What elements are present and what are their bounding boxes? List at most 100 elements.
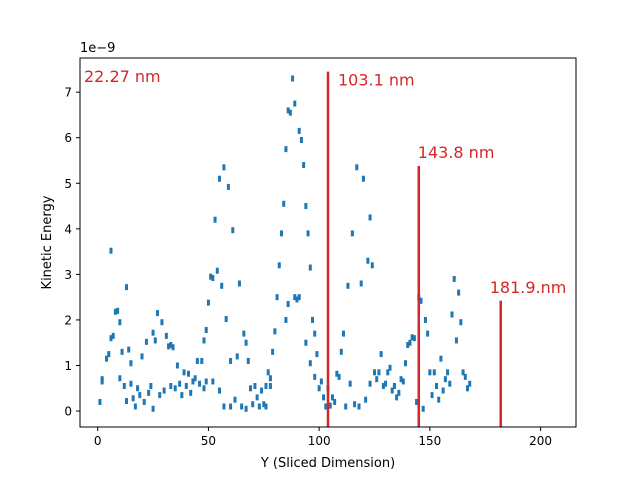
- data-point: [463, 373, 467, 380]
- data-point: [151, 329, 155, 336]
- data-point: [127, 346, 131, 353]
- data-point: [397, 389, 401, 396]
- data-point: [435, 383, 438, 389]
- data-point: [220, 282, 224, 289]
- data-point: [452, 275, 456, 282]
- data-point: [113, 308, 117, 315]
- data-point: [410, 334, 414, 341]
- data-point: [348, 380, 352, 387]
- data-point: [169, 342, 173, 348]
- data-point: [426, 330, 430, 337]
- y-tick-label: 4: [64, 222, 72, 236]
- data-point: [439, 355, 443, 362]
- data-point: [162, 387, 166, 394]
- data-point: [304, 339, 308, 346]
- data-point: [430, 392, 434, 399]
- data-point: [399, 376, 403, 383]
- data-point: [282, 200, 286, 207]
- data-point: [195, 357, 199, 364]
- data-point: [266, 369, 270, 376]
- data-point: [222, 164, 226, 171]
- y-exponent-label: 1e−9: [80, 41, 115, 56]
- data-point: [275, 294, 279, 301]
- data-point: [158, 392, 162, 399]
- data-point: [120, 348, 124, 355]
- data-point: [206, 299, 210, 306]
- data-point: [151, 405, 155, 412]
- data-point: [164, 332, 168, 339]
- data-point: [268, 383, 272, 389]
- data-point: [125, 284, 128, 291]
- data-point: [297, 294, 301, 301]
- data-point: [226, 183, 230, 190]
- data-point: [286, 107, 290, 114]
- data-point: [337, 373, 341, 380]
- data-point: [364, 396, 368, 403]
- x-tick-label: 0: [94, 434, 102, 448]
- data-point: [244, 405, 248, 412]
- data-point: [339, 348, 343, 355]
- data-point: [299, 137, 303, 143]
- data-point: [180, 392, 184, 399]
- data-point: [264, 383, 268, 389]
- data-point: [454, 337, 458, 344]
- peak-annotation-label: 181.9.nm: [490, 278, 567, 297]
- data-point: [284, 316, 288, 323]
- data-point: [222, 403, 226, 410]
- data-point: [107, 351, 111, 358]
- data-points: [98, 75, 472, 412]
- y-tick-label: 0: [64, 405, 72, 419]
- data-point: [233, 396, 237, 403]
- data-point: [144, 338, 148, 345]
- peak-annotation-label: 22.27 nm: [84, 67, 161, 86]
- data-point: [379, 351, 383, 358]
- data-point: [251, 401, 255, 408]
- data-point: [450, 311, 454, 318]
- data-point: [308, 264, 312, 271]
- data-point: [187, 370, 190, 377]
- data-point: [153, 337, 157, 344]
- data-point: [357, 403, 361, 410]
- data-point: [448, 380, 452, 387]
- data-point: [175, 362, 179, 369]
- data-point: [461, 369, 465, 376]
- peak-annotation-label: 103.1 nm: [338, 71, 415, 90]
- data-point: [271, 348, 275, 355]
- y-tick-label: 3: [64, 268, 72, 282]
- data-point: [133, 403, 137, 410]
- data-point: [415, 398, 419, 405]
- data-point: [306, 230, 310, 237]
- data-point: [229, 403, 233, 410]
- data-point: [264, 403, 268, 410]
- y-tick-label: 7: [64, 86, 72, 100]
- data-point: [109, 335, 113, 342]
- data-point: [368, 214, 372, 221]
- data-point: [129, 360, 133, 367]
- data-point: [129, 380, 133, 387]
- data-point: [335, 370, 339, 377]
- data-point: [202, 385, 206, 392]
- data-point: [344, 403, 348, 410]
- data-point: [204, 326, 208, 333]
- data-point: [218, 175, 221, 182]
- data-point: [136, 385, 140, 392]
- data-point: [401, 378, 405, 385]
- data-point: [468, 380, 472, 387]
- data-point: [381, 383, 385, 389]
- data-point: [224, 316, 228, 323]
- data-point: [392, 383, 396, 389]
- data-point: [302, 162, 306, 169]
- axis-ticks: 0 50 100 150 200 0 1 2 3 4 5 6 7: [64, 86, 552, 448]
- data-point: [156, 310, 159, 317]
- data-point: [388, 364, 392, 371]
- data-point: [293, 100, 297, 107]
- data-point: [204, 378, 208, 385]
- data-point: [421, 405, 425, 412]
- data-point: [160, 319, 164, 326]
- data-point: [288, 109, 292, 116]
- data-point: [297, 127, 301, 134]
- data-point: [242, 330, 246, 337]
- data-point: [350, 230, 354, 237]
- peak-annotation-label: 143.8 nm: [418, 143, 495, 162]
- data-point: [457, 289, 461, 296]
